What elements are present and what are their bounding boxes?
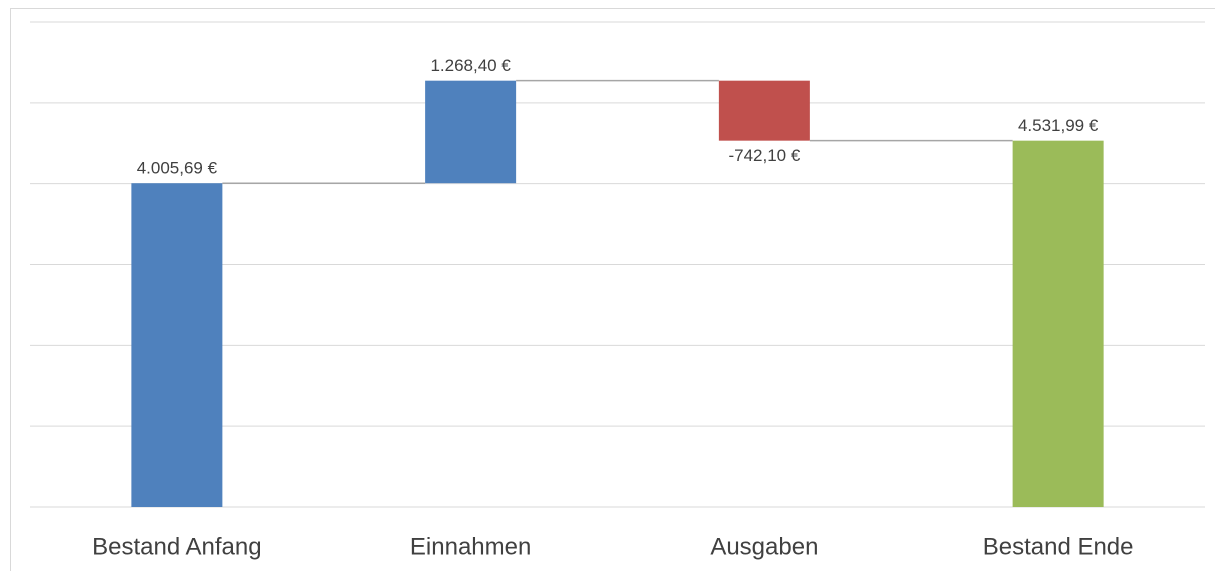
value-label: 4.531,99 € <box>1018 116 1099 135</box>
x-tick-label: Ausgaben <box>710 533 818 560</box>
value-label: 4.005,69 € <box>137 159 218 178</box>
bar <box>131 183 223 507</box>
bar <box>425 80 517 184</box>
x-tick-label: Bestand Ende <box>983 533 1134 560</box>
bar <box>718 80 810 141</box>
x-tick-label: Einnahmen <box>410 533 531 560</box>
x-tick-label: Bestand Anfang <box>92 533 261 560</box>
value-label: -742,10 € <box>728 146 800 165</box>
bar <box>1012 140 1104 508</box>
value-label: 1.268,40 € <box>430 56 511 75</box>
